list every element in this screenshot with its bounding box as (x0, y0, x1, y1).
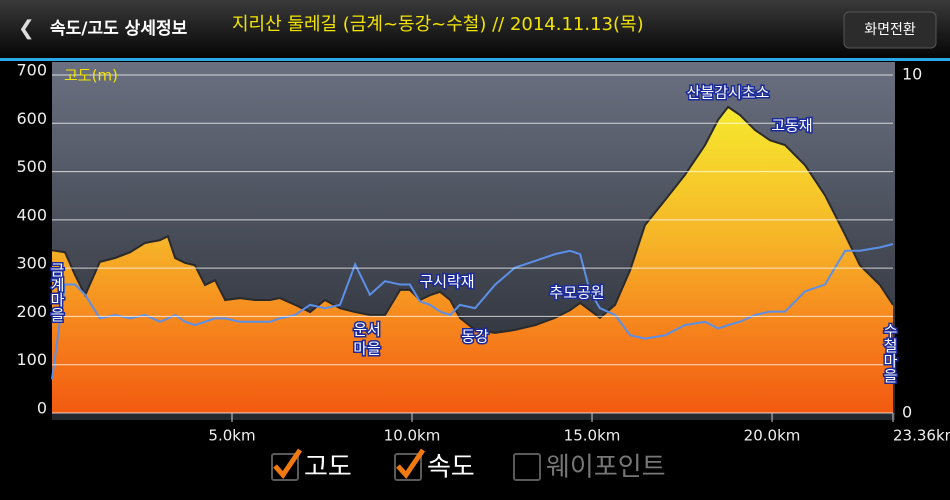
y-axis-title: 고도(m) (64, 67, 118, 85)
waypoint-label: 산불감시초소 (687, 84, 770, 102)
plot: 고도(m) (51, 67, 894, 414)
y2-tick-label: 10 (902, 65, 922, 84)
toggle-label: 속도 (427, 453, 475, 483)
elevation-area (52, 106, 893, 414)
waypoint-label: 동강 (461, 328, 489, 346)
back-icon[interactable]: ❮ (18, 16, 35, 40)
checkbox[interactable] (271, 453, 299, 481)
checkbox[interactable] (513, 453, 541, 481)
y-tick-label: 100 (16, 350, 47, 369)
y-tick-label: 400 (16, 205, 47, 224)
toggle-label: 고도 (304, 453, 352, 483)
elevation-outline (51, 105, 894, 334)
toggle-label: 웨이포인트 (546, 453, 666, 483)
waypoint-label: 구시락재 (419, 273, 474, 291)
y-tick-label: 300 (16, 254, 47, 273)
y2-tick-label: 0 (902, 403, 912, 422)
waypoint-label: 마을 (353, 340, 381, 358)
y-tick-label: 700 (16, 61, 47, 80)
waypoint-label: 추모공원 (549, 284, 604, 302)
speed-line (51, 243, 894, 380)
x-tick-label: 23.36km (893, 427, 950, 445)
header-divider (0, 58, 950, 61)
x-tick-label: 15.0km (564, 427, 621, 445)
header-subtitle: 지리산 둘레길 (금계~동강~수철) // 2014.11.13(목) (232, 14, 644, 35)
checkmark (273, 448, 303, 480)
x-tick-label: 20.0km (744, 427, 801, 445)
y-tick-label: 500 (16, 157, 47, 176)
x-tick-label: 10.0km (384, 427, 441, 445)
header-bar (0, 0, 950, 58)
waypoint-label: 수철마을 (881, 323, 899, 383)
y-tick-label: 200 (16, 302, 47, 321)
x-tick-label: 5.0km (208, 427, 255, 445)
checkmark (396, 448, 426, 480)
waypoint-label: 금계마을 (48, 262, 66, 322)
switch-button[interactable] (843, 11, 937, 49)
checkbox[interactable] (394, 453, 422, 481)
waypoint-label: 고동재 (771, 117, 812, 135)
waypoint-label: 운서 (353, 321, 381, 339)
y-tick-label: 0 (37, 399, 47, 418)
switch-button-label[interactable]: 화면전환 (864, 22, 916, 38)
header-title: 속도/고도 상세정보 (50, 19, 188, 39)
y-tick-label: 600 (16, 109, 47, 128)
